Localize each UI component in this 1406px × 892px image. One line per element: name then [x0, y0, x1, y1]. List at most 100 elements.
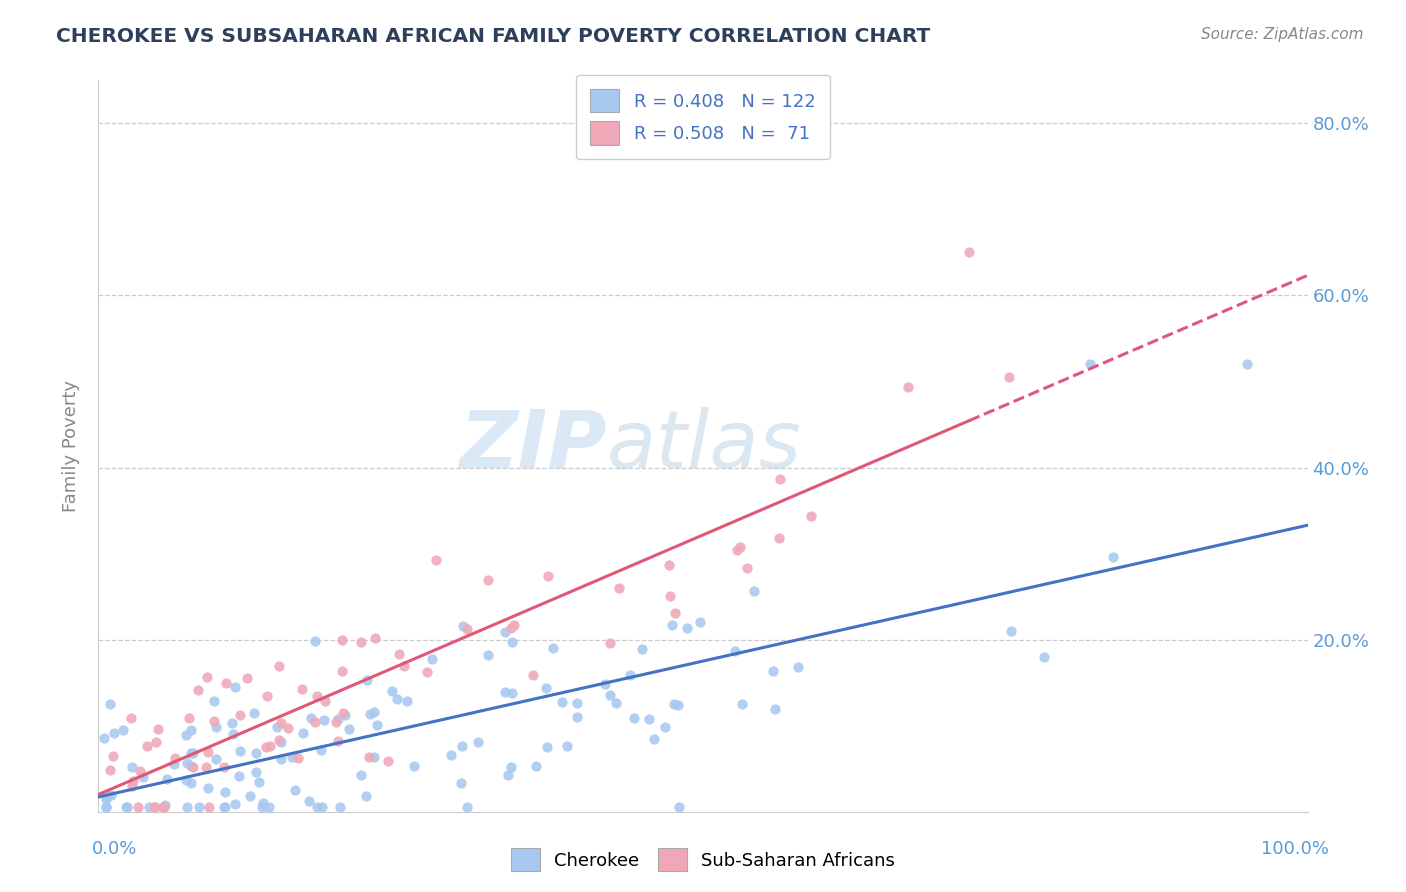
- Point: [377, 754, 399, 768]
- Point: [477, 648, 499, 662]
- Point: [205, 752, 228, 766]
- Point: [499, 760, 522, 774]
- Point: [121, 760, 143, 774]
- Point: [501, 685, 523, 699]
- Point: [359, 706, 381, 721]
- Point: [349, 768, 371, 782]
- Point: [180, 723, 202, 738]
- Point: [730, 541, 752, 555]
- Point: [138, 800, 160, 814]
- Point: [551, 695, 574, 709]
- Point: [329, 800, 352, 814]
- Point: [180, 759, 202, 773]
- Point: [605, 696, 627, 710]
- Point: [314, 694, 336, 708]
- Point: [762, 664, 785, 678]
- Point: [385, 692, 408, 706]
- Point: [101, 749, 124, 764]
- Point: [494, 685, 516, 699]
- Point: [127, 799, 149, 814]
- Point: [202, 714, 225, 729]
- Point: [599, 689, 621, 703]
- Point: [174, 772, 197, 787]
- Text: CHEROKEE VS SUBSAHARAN AFRICAN FAMILY POVERTY CORRELATION CHART: CHEROKEE VS SUBSAHARAN AFRICAN FAMILY PO…: [56, 27, 931, 45]
- Point: [356, 673, 378, 688]
- Point: [363, 705, 385, 719]
- Point: [326, 712, 349, 726]
- Text: 0.0%: 0.0%: [91, 840, 136, 858]
- Point: [420, 652, 443, 666]
- Point: [1000, 624, 1022, 638]
- Point: [204, 720, 226, 734]
- Point: [541, 640, 564, 655]
- Point: [121, 774, 143, 789]
- Point: [394, 658, 416, 673]
- Text: ZIP: ZIP: [458, 407, 606, 485]
- Y-axis label: Family Poverty: Family Poverty: [62, 380, 80, 512]
- Point: [333, 708, 356, 723]
- Point: [555, 739, 578, 754]
- Point: [155, 772, 177, 786]
- Point: [363, 750, 385, 764]
- Point: [330, 664, 353, 678]
- Point: [637, 713, 659, 727]
- Point: [467, 735, 489, 749]
- Point: [565, 696, 588, 710]
- Point: [221, 727, 243, 741]
- Point: [724, 644, 747, 658]
- Point: [93, 731, 115, 745]
- Point: [179, 711, 201, 725]
- Point: [786, 660, 808, 674]
- Point: [498, 767, 520, 781]
- Point: [228, 707, 250, 722]
- Point: [266, 720, 288, 734]
- Point: [395, 694, 418, 708]
- Point: [98, 698, 121, 712]
- Point: [284, 783, 307, 797]
- Point: [214, 785, 236, 799]
- Point: [181, 746, 204, 760]
- Point: [269, 659, 291, 673]
- Point: [299, 711, 322, 725]
- Point: [256, 689, 278, 703]
- Point: [742, 584, 765, 599]
- Point: [96, 789, 118, 803]
- Point: [115, 800, 138, 814]
- Point: [188, 800, 211, 814]
- Point: [98, 763, 121, 777]
- Point: [287, 750, 309, 764]
- Point: [725, 542, 748, 557]
- Legend: Cherokee, Sub-Saharan Africans: Cherokee, Sub-Saharan Africans: [503, 841, 903, 879]
- Point: [229, 744, 252, 758]
- Point: [270, 715, 292, 730]
- Point: [664, 697, 686, 711]
- Point: [250, 800, 273, 814]
- Point: [567, 710, 589, 724]
- Point: [291, 682, 314, 697]
- Point: [536, 681, 558, 695]
- Point: [619, 668, 641, 682]
- Point: [477, 574, 499, 588]
- Point: [404, 758, 426, 772]
- Text: atlas: atlas: [606, 407, 801, 485]
- Point: [281, 750, 304, 764]
- Point: [304, 715, 326, 730]
- Point: [451, 619, 474, 633]
- Point: [675, 621, 697, 635]
- Legend: R = 0.408   N = 122, R = 0.508   N =  71: R = 0.408 N = 122, R = 0.508 N = 71: [576, 75, 830, 159]
- Point: [325, 714, 347, 729]
- Point: [269, 732, 291, 747]
- Point: [357, 749, 380, 764]
- Point: [224, 797, 246, 812]
- Point: [146, 722, 169, 736]
- Point: [270, 752, 292, 766]
- Point: [277, 722, 299, 736]
- Point: [236, 671, 259, 685]
- Point: [643, 731, 665, 746]
- Point: [661, 618, 683, 632]
- Point: [366, 717, 388, 731]
- Point: [522, 668, 544, 682]
- Point: [197, 745, 219, 759]
- Point: [245, 746, 267, 760]
- Point: [502, 618, 524, 632]
